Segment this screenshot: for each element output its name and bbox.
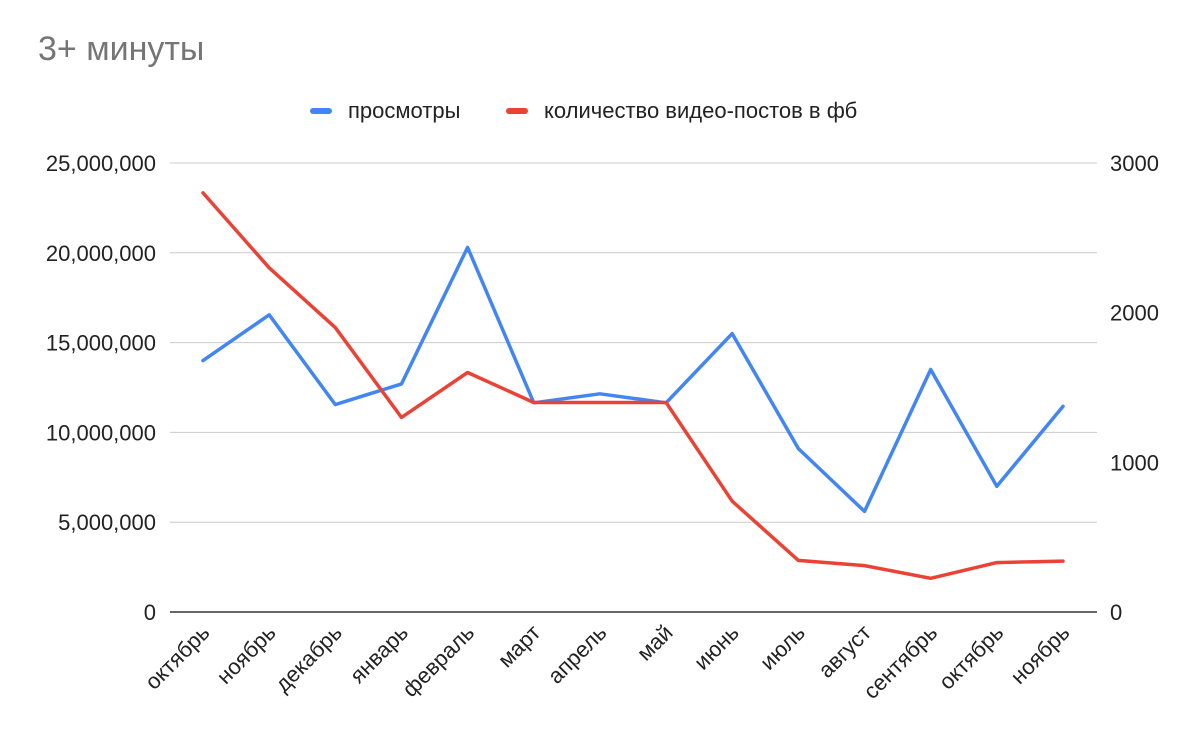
- y-left-tick-label: 10,000,000: [46, 420, 156, 445]
- legend-item-video-posts: количество видео-постов в фб: [506, 98, 857, 124]
- legend-label-views: просмотры: [348, 98, 461, 123]
- legend-swatch-views: [310, 108, 332, 114]
- y-right-tick-label: 1000: [1110, 450, 1159, 475]
- legend-swatch-video-posts: [506, 108, 528, 114]
- y-left-tick-label: 5,000,000: [58, 510, 156, 535]
- y-right-tick-label: 0: [1110, 600, 1122, 625]
- x-tick-label: октябрь: [140, 620, 215, 695]
- series-line-video-posts: [201, 191, 1065, 581]
- x-tick-label: апрель: [543, 620, 612, 689]
- x-tick-label: июнь: [689, 620, 744, 675]
- y-left-tick-label: 15,000,000: [46, 331, 156, 356]
- y-right-tick-label: 3000: [1110, 151, 1159, 176]
- x-tick-label: декабрь: [270, 620, 347, 697]
- chart-title: 3+ минуты: [38, 30, 205, 68]
- y-left-tick-label: 20,000,000: [46, 241, 156, 266]
- y-right-tick-label: 2000: [1110, 301, 1159, 326]
- x-tick-label: март: [493, 620, 545, 672]
- y-left-tick-label: 0: [144, 600, 156, 625]
- x-tick-label: июль: [755, 620, 810, 675]
- legend-item-views: просмотры: [310, 98, 460, 124]
- legend-label-video-posts: количество видео-постов в фб: [544, 98, 858, 123]
- x-tick-label: февраль: [397, 620, 479, 702]
- x-tick-label: август: [813, 620, 876, 683]
- x-tick-label: октябрь: [934, 620, 1009, 695]
- x-tick-label: май: [632, 620, 678, 666]
- x-tick-label: ноябрь: [1006, 620, 1075, 689]
- series-line-views: [201, 245, 1065, 514]
- y-left-tick-label: 25,000,000: [46, 151, 156, 176]
- legend: просмотры количество видео-постов в фб: [0, 98, 1200, 128]
